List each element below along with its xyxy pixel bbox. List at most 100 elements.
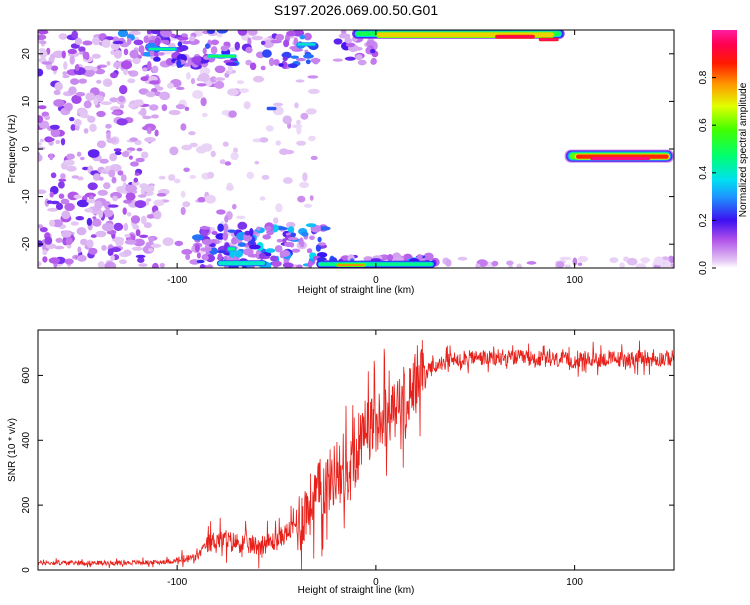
heatmap-cell (86, 217, 93, 226)
heatmap-cell (117, 170, 124, 176)
heatmap-cell (249, 244, 261, 250)
heatmap-cell (303, 53, 314, 59)
heatmap-cell (559, 256, 572, 261)
heatmap-cell (223, 223, 229, 233)
heatmap-cell (130, 215, 141, 224)
spectrogram-y-tick-label: 10 (21, 95, 32, 107)
heatmap-cell (287, 237, 298, 241)
heatmap-cell (188, 131, 196, 136)
heatmap-cell (76, 151, 82, 157)
heatmap-cell (133, 177, 139, 183)
heatmap-cell (44, 236, 53, 245)
heatmap-cell (38, 68, 44, 77)
heatmap-cell (242, 248, 254, 256)
heatmap-cell (315, 244, 321, 252)
heatmap-cell (153, 199, 165, 206)
heatmap-cell (144, 137, 156, 143)
spectrogram-x-tick-label: 100 (566, 275, 583, 286)
heatmap-cell (312, 57, 320, 65)
heatmap-cell (211, 231, 218, 235)
heatmap-cell (96, 110, 106, 118)
heatmap-cell (283, 39, 290, 48)
heatmap-cell (365, 46, 373, 55)
heatmap-cell (301, 231, 309, 237)
heatmap-cell (117, 30, 129, 38)
heatmap-cell (259, 196, 266, 201)
heatmap-cell (190, 78, 196, 85)
heatmap-cell (302, 172, 308, 182)
heatmap-cell (146, 30, 152, 35)
spectrogram-x-axis-label: Height of straight line (km) (298, 285, 415, 296)
heatmap-cell (203, 255, 209, 261)
heatmap-cell (109, 97, 118, 103)
heatmap-cell (177, 41, 183, 47)
heatmap-cell (38, 224, 44, 229)
heatmap-cell (640, 257, 651, 263)
figure-title: S197.2026.069.00.50.G01 (274, 2, 438, 18)
heatmap-cell (64, 203, 75, 211)
heatmap-cell (137, 257, 145, 263)
heatmap-cell (110, 50, 115, 55)
heatmap-cell (135, 229, 141, 237)
heatmap-cell (185, 254, 191, 260)
heatmap-cell (38, 105, 47, 110)
heatmap-cell (207, 30, 215, 34)
heatmap-cell (224, 161, 232, 166)
snr-y-tick-label: 600 (21, 367, 32, 384)
heatmap-cell (174, 240, 184, 247)
heatmap-cell (670, 263, 674, 268)
heatmap-cell (243, 101, 251, 110)
heatmap-cell (299, 241, 305, 248)
heatmap-cell (129, 30, 141, 36)
snr-y-tick-label: 200 (21, 496, 32, 513)
heatmap-cell (225, 184, 234, 191)
heatmap-cell (251, 35, 264, 41)
heatmap-cell (105, 36, 114, 41)
heatmap-cell (183, 167, 190, 173)
heatmap-cell (53, 99, 65, 107)
heatmap-cell (295, 79, 305, 83)
heatmap-cell (103, 182, 111, 190)
heatmap-cell (49, 191, 54, 198)
heatmap-cell (79, 156, 85, 161)
snr-x-tick-label: -100 (167, 577, 187, 588)
heatmap-cell (270, 255, 278, 262)
heatmap-cell (150, 243, 162, 248)
heatmap-cell (83, 128, 89, 134)
heatmap-cell (109, 153, 117, 162)
heatmap-cell (74, 64, 80, 72)
heatmap-cell (58, 181, 65, 189)
heatmap-cell (344, 56, 356, 61)
heatmap-cell (63, 159, 75, 166)
heatmap-cell (70, 78, 80, 85)
heatmap-cell (199, 226, 211, 230)
heatmap-cell (475, 263, 481, 268)
heatmap-cell (99, 158, 109, 164)
heatmap-cell (245, 46, 253, 54)
heatmap-cell (222, 141, 229, 147)
heatmap-cell (111, 176, 117, 184)
heatmap-cell (97, 261, 105, 268)
heatmap-cell (273, 102, 283, 107)
heatmap-cell (45, 243, 57, 249)
heatmap-cell (234, 250, 243, 258)
heatmap-cell (106, 61, 111, 66)
heatmap-cell (318, 242, 326, 246)
heatmap-cell (202, 47, 207, 55)
heatmap-cell (38, 30, 49, 35)
heatmap-cell (66, 165, 77, 172)
heatmap-cell (136, 147, 143, 152)
heatmap-cell (74, 37, 83, 46)
heatmap-cell (201, 143, 213, 152)
heatmap-cell (146, 127, 152, 135)
heatmap-cell (107, 248, 114, 256)
heatmap-cell (61, 230, 72, 238)
heatmap-cell (138, 263, 148, 267)
heatmap-cell (256, 226, 261, 231)
heatmap-cell (309, 195, 314, 201)
heatmap-cell (140, 186, 145, 196)
heatmap-cell (619, 262, 625, 268)
